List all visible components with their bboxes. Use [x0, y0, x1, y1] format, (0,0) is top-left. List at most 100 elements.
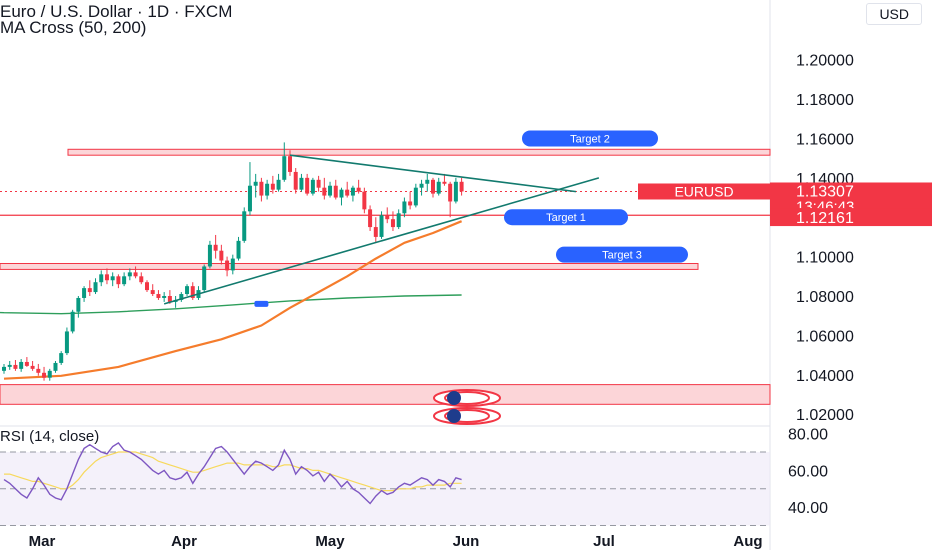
- candle-body: [385, 215, 390, 220]
- candle: [2, 363, 6, 374]
- candle: [185, 284, 190, 296]
- candle-body: [93, 282, 98, 293]
- target-badge: [522, 130, 658, 147]
- candle: [139, 272, 144, 285]
- candle: [276, 173, 281, 192]
- candle: [59, 351, 64, 365]
- candle-body: [436, 181, 441, 194]
- candle: [247, 162, 252, 216]
- candle-body: [408, 201, 413, 206]
- candle-body: [419, 183, 424, 188]
- candle-body: [413, 187, 418, 206]
- candle: [70, 309, 75, 334]
- candle-body: [219, 250, 224, 261]
- candle: [30, 360, 35, 371]
- time-tick-label: Jun: [453, 533, 480, 550]
- candle-body: [322, 187, 327, 196]
- candle-body: [64, 331, 69, 354]
- rsi-tick-label: 80.00: [788, 427, 828, 444]
- candle: [47, 368, 52, 381]
- candle-body: [379, 215, 384, 237]
- candle-body: [150, 290, 155, 295]
- candle: [259, 177, 264, 202]
- candle: [413, 183, 418, 208]
- candle: [64, 327, 69, 356]
- candle-body: [453, 181, 458, 202]
- candle: [373, 217, 378, 243]
- candle: [225, 256, 230, 277]
- candle-body: [333, 185, 338, 198]
- flag-dot: [447, 391, 461, 405]
- candle: [87, 280, 92, 296]
- candle-body: [265, 183, 270, 196]
- candle-body: [156, 294, 161, 298]
- candle: [207, 240, 212, 269]
- candle-body: [59, 353, 64, 363]
- candle-body: [36, 368, 41, 373]
- candle: [173, 296, 178, 308]
- candle-body: [442, 181, 447, 184]
- candle-body: [213, 244, 218, 251]
- candle-body: [133, 272, 138, 277]
- candle: [116, 274, 121, 289]
- candle-body: [316, 179, 321, 188]
- candle-body: [179, 294, 184, 300]
- candle: [219, 244, 224, 265]
- rsi-tick-label: 40.00: [788, 500, 828, 517]
- time-tick-label: Aug: [733, 533, 762, 550]
- candle: [350, 185, 355, 202]
- candle-body: [230, 258, 235, 271]
- price-tick-label: 1.20000: [796, 53, 854, 70]
- candle: [453, 177, 458, 204]
- candle-body: [247, 185, 252, 212]
- candle: [299, 173, 304, 192]
- eu-event-icon: [433, 389, 501, 407]
- rsi-label: RSI (14, close): [0, 428, 100, 445]
- candle: [99, 270, 104, 287]
- candle: [127, 268, 132, 281]
- candle-body: [122, 276, 127, 285]
- candle: [53, 360, 58, 373]
- candle-body: [350, 187, 355, 196]
- candle-body: [139, 276, 144, 283]
- ma-cross-marker: [254, 300, 269, 307]
- candle: [213, 234, 218, 259]
- candle-body: [305, 177, 310, 194]
- candle: [82, 286, 87, 302]
- rsi-tick-label: 60.00: [788, 463, 828, 480]
- rsi-line: [3, 441, 462, 505]
- candle-body: [76, 297, 81, 312]
- candle: [265, 179, 270, 200]
- price-tick-label: 1.08000: [796, 289, 854, 306]
- candle-body: [270, 183, 275, 190]
- symbol-tag: EURUSD: [674, 183, 733, 199]
- candle: [419, 179, 424, 196]
- candle: [42, 366, 47, 381]
- candle-body: [431, 179, 435, 194]
- candle: [110, 272, 115, 287]
- candle-body: [362, 191, 367, 210]
- ascending-trendline: [163, 177, 600, 305]
- candle-body: [185, 286, 190, 295]
- candle-body: [225, 260, 230, 271]
- candle: [190, 282, 195, 300]
- candle-body: [47, 370, 52, 378]
- candle-body: [373, 227, 378, 237]
- candle: [305, 173, 310, 196]
- candle-body: [116, 276, 121, 285]
- candle: [345, 181, 350, 198]
- candle-body: [127, 272, 132, 277]
- candle: [282, 142, 287, 182]
- candle: [202, 264, 207, 293]
- candle-body: [110, 276, 115, 281]
- candle-body: [253, 181, 258, 186]
- candle-body: [53, 362, 58, 371]
- candle-body: [345, 189, 350, 196]
- candle: [328, 181, 333, 198]
- price-tick-label: 1.18000: [796, 92, 854, 109]
- currency-button[interactable]: USD: [866, 3, 922, 25]
- ma200-line: [0, 294, 462, 315]
- last-price-value: 1.13307: [796, 183, 854, 200]
